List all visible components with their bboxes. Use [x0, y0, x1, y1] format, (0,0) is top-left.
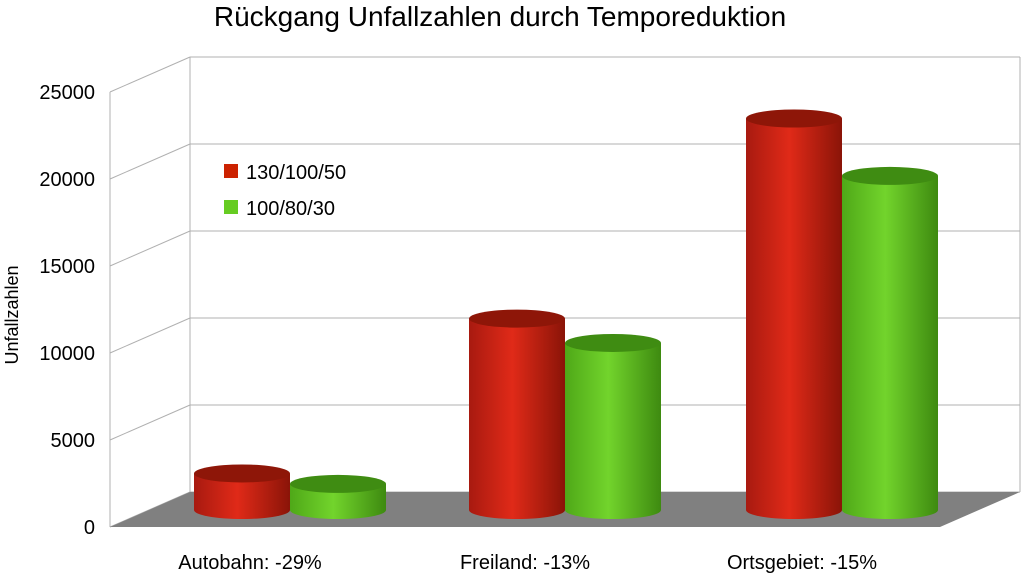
bar-top — [469, 309, 565, 328]
legend-label-series-1: 130/100/50 — [246, 162, 346, 184]
category-label: Autobahn: -29% — [178, 552, 322, 574]
category-labels: Autobahn: -29% Freiland: -13% Ortsgebiet: … — [178, 552, 877, 574]
gridline-side — [109, 404, 191, 441]
gridline-side — [109, 230, 191, 267]
category-label: Ortsgebiet: -15% — [727, 552, 877, 574]
bar-top — [565, 333, 661, 352]
chart-title: Rückgang Unfallzahlen durch Temporedukti… — [214, 1, 786, 32]
bar — [565, 333, 661, 519]
y-tick-label: 10000 — [39, 343, 95, 365]
bar-body — [746, 118, 842, 519]
bar-body — [469, 318, 565, 519]
bar — [290, 474, 386, 519]
y-axis-ticks: 0 5000 10000 15000 20000 25000 — [39, 82, 95, 539]
gridline-side — [109, 143, 191, 180]
y-tick-label: 5000 — [51, 430, 96, 452]
gridline-side — [109, 317, 191, 354]
bar-top — [746, 109, 842, 128]
legend-label-series-2: 100/80/30 — [246, 198, 335, 220]
legend-swatch-series-2 — [224, 200, 238, 214]
bar — [746, 109, 842, 519]
y-axis-label: Unfallzahlen — [2, 265, 22, 364]
y-tick-label: 15000 — [39, 256, 95, 278]
bar — [194, 464, 290, 519]
bar-body — [290, 483, 386, 519]
y-tick-label: 20000 — [39, 169, 95, 191]
gridline-side — [109, 56, 191, 93]
bar-body — [565, 342, 661, 519]
category-label: Freiland: -13% — [460, 552, 590, 574]
bar-body — [842, 175, 938, 520]
bar — [469, 309, 565, 519]
legend: 130/100/50 100/80/30 — [224, 162, 346, 220]
bar-body — [194, 473, 290, 519]
y-tick-label: 25000 — [39, 82, 95, 104]
gridlines — [109, 56, 1020, 528]
bars — [194, 109, 938, 520]
y-tick-label: 0 — [84, 517, 95, 539]
bar-top — [290, 474, 386, 493]
legend-swatch-series-1 — [224, 164, 238, 178]
bar-top — [842, 166, 938, 185]
bar-top — [194, 464, 290, 483]
bar — [842, 166, 938, 520]
